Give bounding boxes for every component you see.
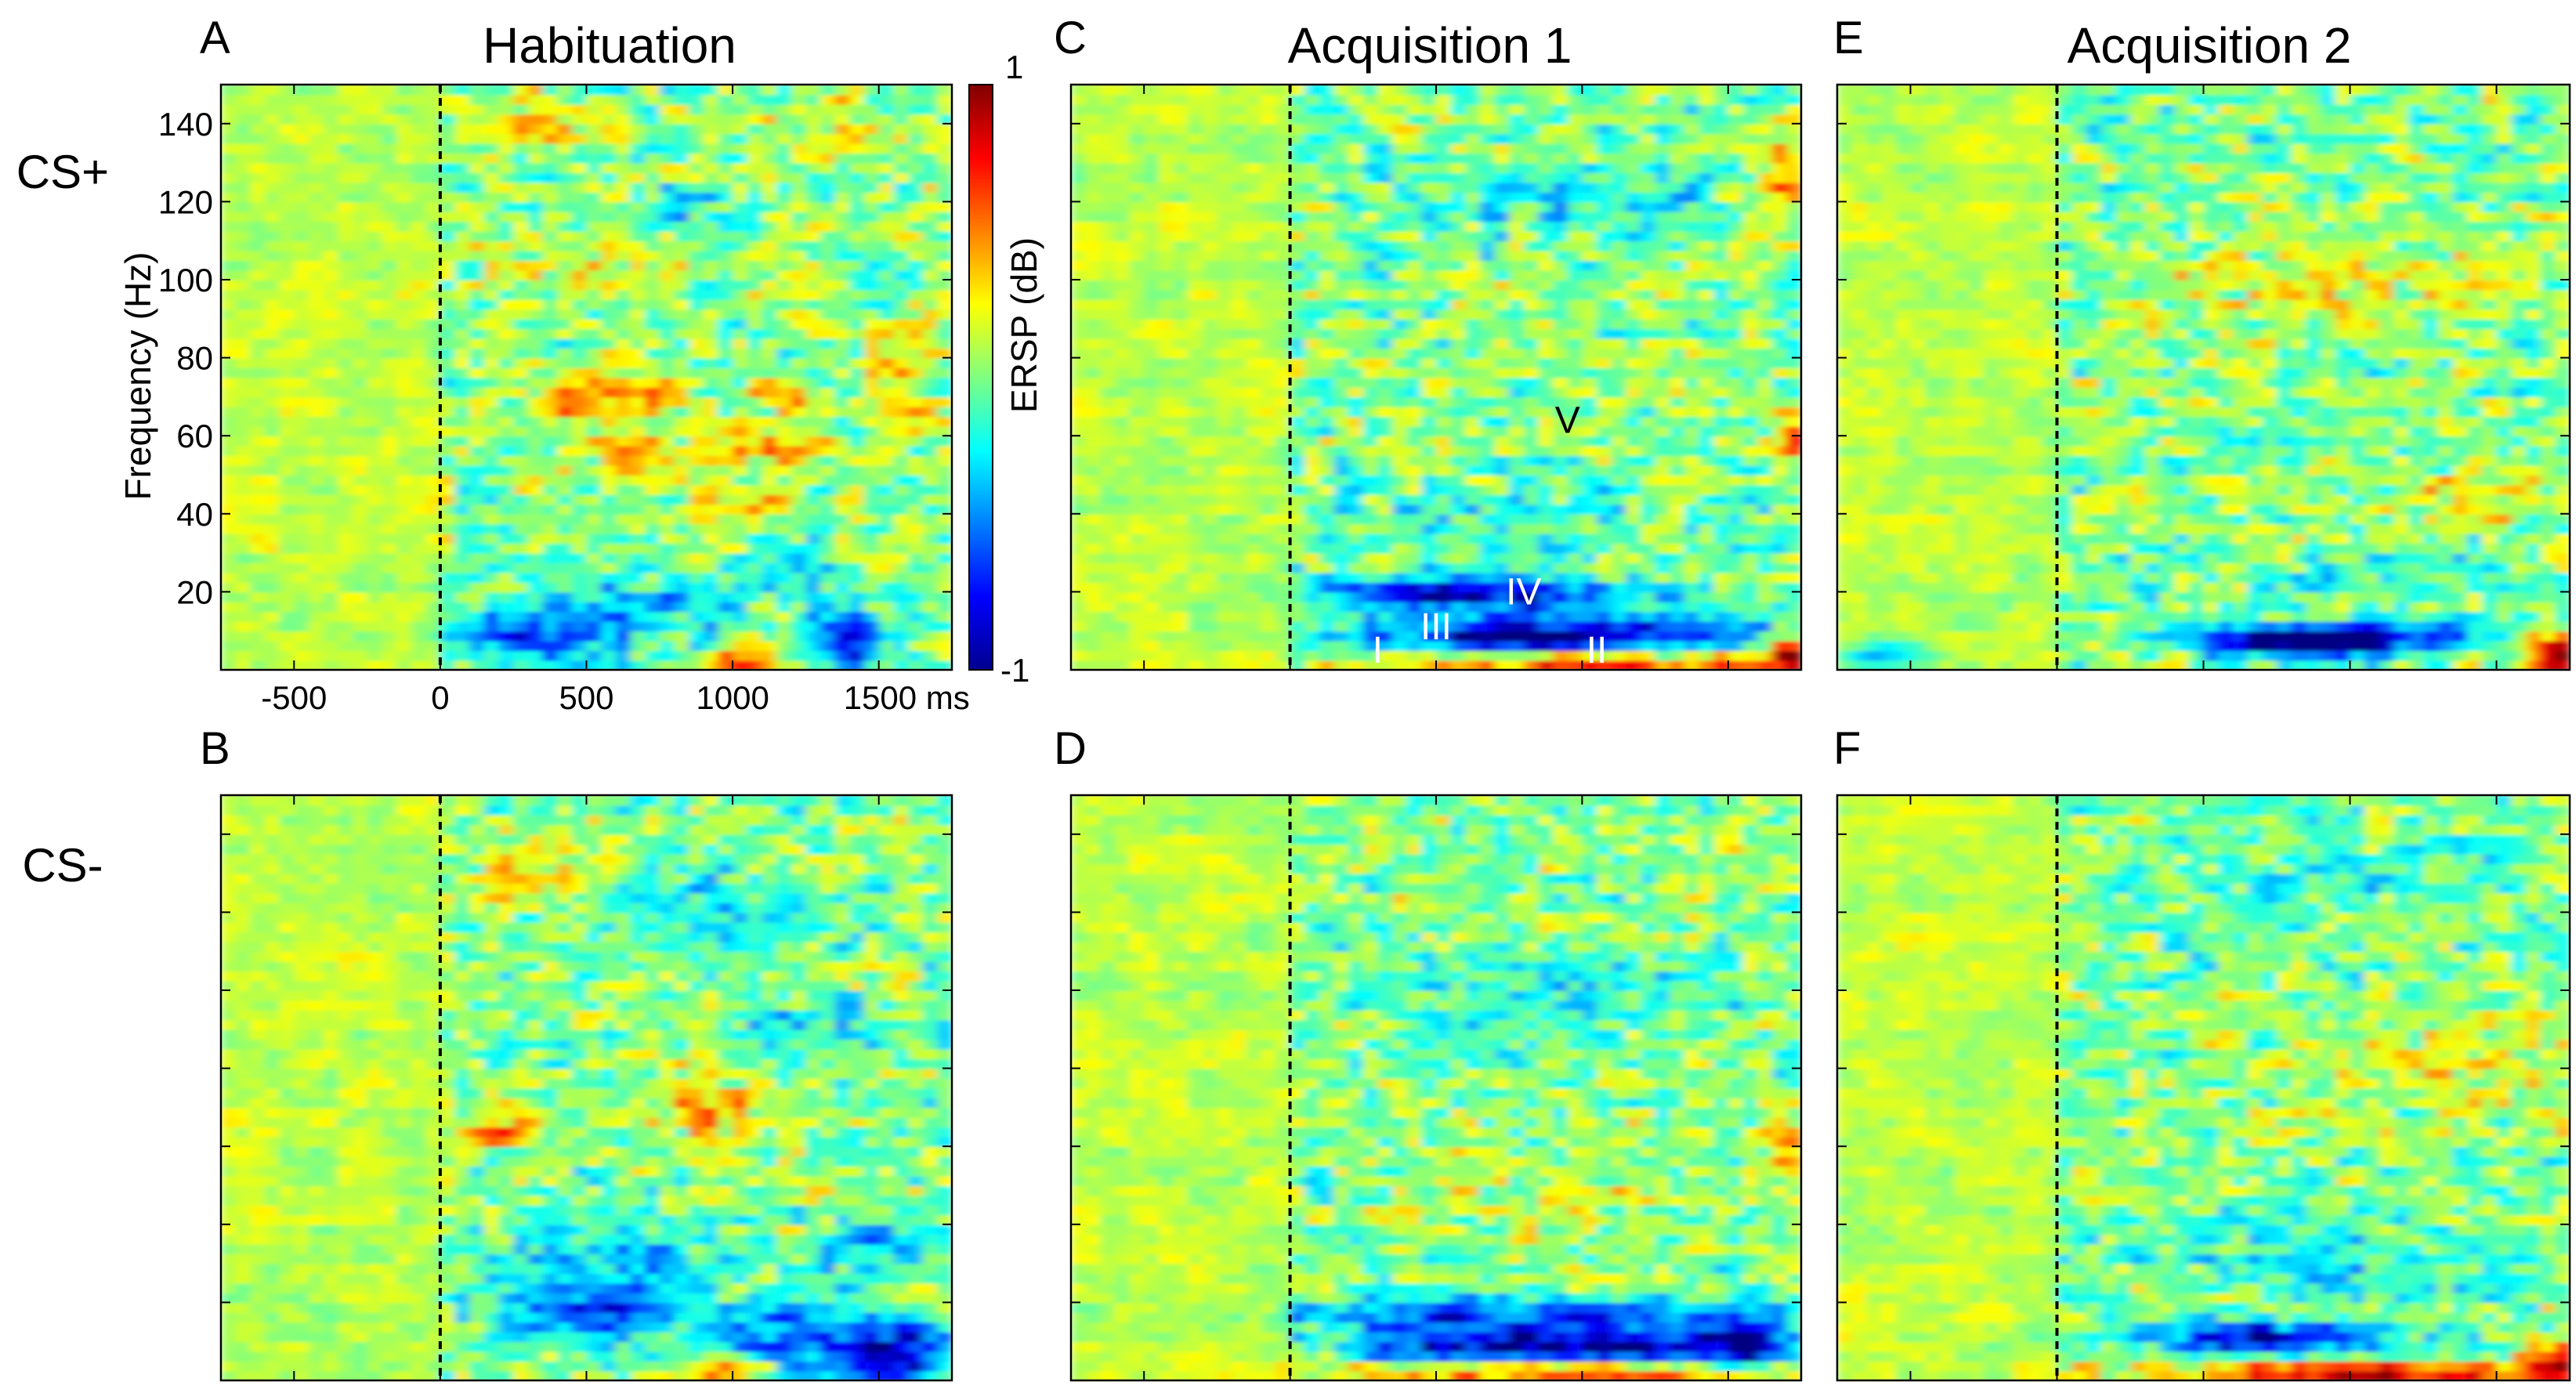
heatmap-D — [1071, 795, 1801, 1380]
x-tick-label: 0 — [431, 679, 449, 716]
x-tick-label: 1500 ms — [844, 679, 970, 716]
panel-A — [219, 83, 953, 671]
colorbar-min-label: -1 — [1000, 652, 1029, 689]
column-title-acq1: Acquisition 1 — [1288, 17, 1572, 74]
column-title-hab: Habituation — [483, 17, 736, 74]
annotation-IV: IV — [1506, 571, 1541, 613]
row-label-cs_plus: CS+ — [16, 146, 109, 198]
panel-letter-E: E — [1833, 13, 1864, 63]
y-tick-label: 140 — [158, 106, 213, 143]
panel-E — [1836, 83, 2571, 671]
colorbar-gradient — [968, 84, 993, 671]
colorbar-label: ERSP (dB) — [1004, 237, 1044, 413]
heatmap-A — [221, 85, 952, 670]
panel-D — [1069, 794, 1803, 1382]
x-tick-label: 500 — [559, 679, 613, 716]
annotation-V: V — [1555, 400, 1580, 441]
annotation-III: III — [1420, 606, 1452, 648]
panel-C — [1069, 83, 1803, 671]
panel-letter-B: B — [200, 723, 230, 774]
heatmap-F — [1837, 795, 2570, 1380]
panel-letter-D: D — [1054, 723, 1087, 774]
annotation-II: II — [1586, 630, 1608, 671]
panel-letter-A: A — [200, 13, 230, 63]
y-tick-label: 20 — [176, 573, 213, 610]
y-axis-label: Frequency (Hz) — [118, 252, 158, 501]
colorbar-max-label: 1 — [1005, 49, 1023, 85]
heatmap-B — [221, 795, 952, 1380]
column-title-acq2: Acquisition 2 — [2068, 17, 2352, 74]
y-tick-label: 80 — [176, 340, 213, 377]
y-tick-label: 100 — [158, 262, 213, 298]
annotation-I: I — [1373, 630, 1383, 671]
panel-letter-F: F — [1833, 723, 1861, 774]
x-tick-label: -500 — [261, 679, 327, 716]
colorbar: 1 -1 ERSP (dB) — [968, 49, 1044, 689]
row-label-cs_minus: CS- — [22, 839, 103, 892]
y-tick-label: 60 — [176, 418, 213, 454]
y-tick-label: 120 — [158, 183, 213, 220]
panels-layer — [219, 83, 2571, 1382]
heatmap-E — [1837, 85, 2570, 670]
panel-letter-C: C — [1054, 13, 1087, 63]
x-tick-label: 1000 — [696, 679, 769, 716]
panel-B — [219, 794, 953, 1382]
y-tick-label: 40 — [176, 496, 213, 533]
panel-F — [1836, 794, 2571, 1382]
heatmap-C — [1071, 85, 1801, 670]
